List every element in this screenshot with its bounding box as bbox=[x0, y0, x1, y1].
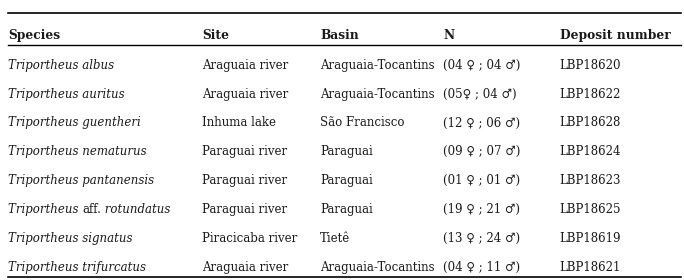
Text: Araguaia-Tocantins: Araguaia-Tocantins bbox=[320, 261, 435, 274]
Text: LBP18628: LBP18628 bbox=[560, 116, 621, 129]
Text: Site: Site bbox=[202, 29, 228, 42]
Text: Araguaia river: Araguaia river bbox=[202, 261, 288, 274]
Text: (13 ♀ ; 24 ♂): (13 ♀ ; 24 ♂) bbox=[443, 232, 521, 245]
Text: (12 ♀ ; 06 ♂): (12 ♀ ; 06 ♂) bbox=[443, 116, 521, 129]
Text: Paraguai: Paraguai bbox=[320, 145, 373, 158]
Text: Tietê: Tietê bbox=[320, 232, 350, 245]
Text: Araguaia-Tocantins: Araguaia-Tocantins bbox=[320, 59, 435, 72]
Text: Inhuma lake: Inhuma lake bbox=[202, 116, 276, 129]
Text: Paraguai: Paraguai bbox=[320, 174, 373, 187]
Text: (04 ♀ ; 11 ♂): (04 ♀ ; 11 ♂) bbox=[443, 261, 521, 274]
Text: N: N bbox=[443, 29, 454, 42]
Text: Paraguai river: Paraguai river bbox=[202, 145, 287, 158]
Text: Triportheus nematurus: Triportheus nematurus bbox=[8, 145, 147, 158]
Text: LBP18624: LBP18624 bbox=[560, 145, 621, 158]
Text: (19 ♀ ; 21 ♂): (19 ♀ ; 21 ♂) bbox=[443, 203, 521, 216]
Text: (09 ♀ ; 07 ♂): (09 ♀ ; 07 ♂) bbox=[443, 145, 521, 158]
Text: LBP18620: LBP18620 bbox=[560, 59, 621, 72]
Text: Triportheus albus: Triportheus albus bbox=[8, 59, 114, 72]
Text: LBP18623: LBP18623 bbox=[560, 174, 621, 187]
Text: LBP18621: LBP18621 bbox=[560, 261, 621, 274]
Text: (04 ♀ ; 04 ♂): (04 ♀ ; 04 ♂) bbox=[443, 59, 521, 72]
Text: LBP18619: LBP18619 bbox=[560, 232, 621, 245]
Text: Triportheus auritus: Triportheus auritus bbox=[8, 88, 125, 101]
Text: Araguaia river: Araguaia river bbox=[202, 88, 288, 101]
Text: São Francisco: São Francisco bbox=[320, 116, 405, 129]
Text: Species: Species bbox=[8, 29, 60, 42]
Text: LBP18622: LBP18622 bbox=[560, 88, 621, 101]
Text: (01 ♀ ; 01 ♂): (01 ♀ ; 01 ♂) bbox=[443, 174, 521, 187]
Text: Piracicaba river: Piracicaba river bbox=[202, 232, 297, 245]
Text: aff.: aff. bbox=[83, 203, 101, 216]
Text: Deposit number: Deposit number bbox=[560, 29, 670, 42]
Text: Paraguai river: Paraguai river bbox=[202, 203, 287, 216]
Text: Triportheus guentheri: Triportheus guentheri bbox=[8, 116, 141, 129]
Text: Araguaia river: Araguaia river bbox=[202, 59, 288, 72]
Text: Paraguai: Paraguai bbox=[320, 203, 373, 216]
Text: Triportheus trifurcatus: Triportheus trifurcatus bbox=[8, 261, 146, 274]
Text: (05♀ ; 04 ♂): (05♀ ; 04 ♂) bbox=[443, 88, 517, 101]
Text: Basin: Basin bbox=[320, 29, 359, 42]
Text: Triportheus signatus: Triportheus signatus bbox=[8, 232, 133, 245]
Text: Paraguai river: Paraguai river bbox=[202, 174, 287, 187]
Text: rotundatus: rotundatus bbox=[101, 203, 171, 216]
Text: LBP18625: LBP18625 bbox=[560, 203, 621, 216]
Text: Triportheus pantanensis: Triportheus pantanensis bbox=[8, 174, 155, 187]
Text: Araguaia-Tocantins: Araguaia-Tocantins bbox=[320, 88, 435, 101]
Text: Triportheus: Triportheus bbox=[8, 203, 83, 216]
